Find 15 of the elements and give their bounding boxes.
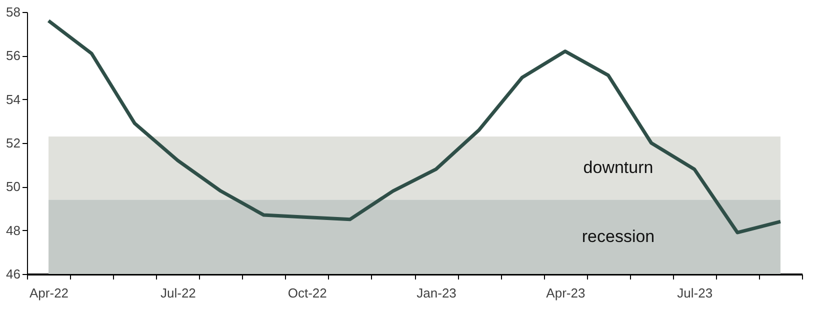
x-tick-label: Apr-23 — [546, 286, 586, 300]
y-tick-label: 54 — [6, 92, 20, 107]
band-label: downturn — [583, 158, 654, 178]
y-tick-label: 56 — [6, 48, 20, 64]
y-tick-label: 52 — [6, 136, 20, 150]
y-tick-label: 48 — [6, 222, 20, 238]
x-tick-label: Apr-22 — [30, 286, 69, 300]
x-tick-label: Jul-23 — [677, 286, 713, 300]
y-tick-label: 58 — [6, 4, 20, 20]
x-tick-label: Jan-23 — [416, 286, 456, 300]
band-label: recession — [582, 226, 655, 246]
x-tick-label: Oct-22 — [288, 286, 327, 300]
x-tick-label: Jul-22 — [160, 286, 196, 300]
y-tick-label: 46 — [6, 266, 20, 282]
y-tick-label: 50 — [6, 179, 20, 194]
